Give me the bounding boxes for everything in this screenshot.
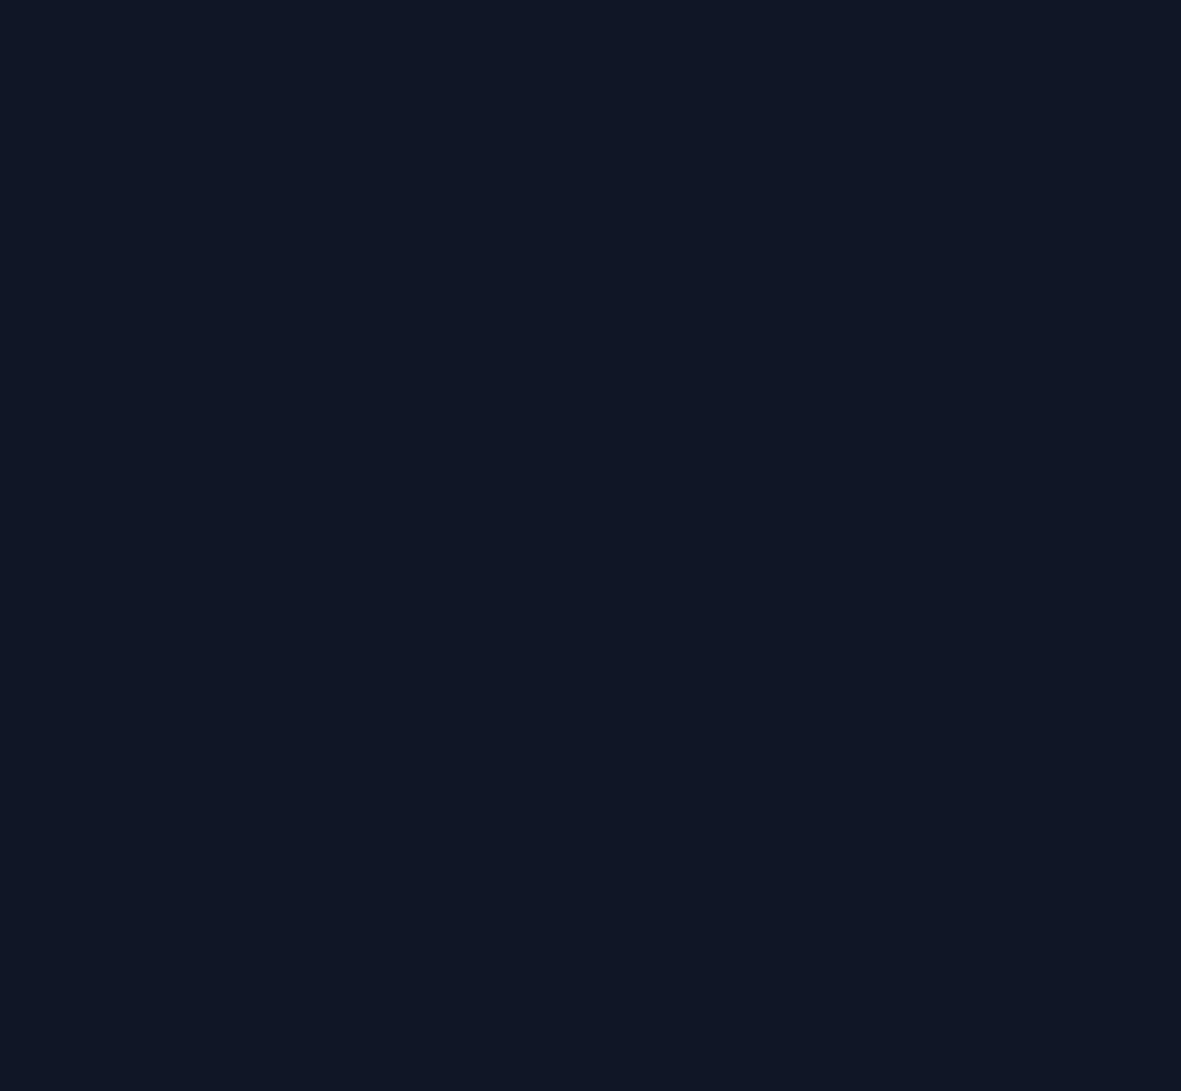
treemap-board — [0, 0, 1181, 1091]
